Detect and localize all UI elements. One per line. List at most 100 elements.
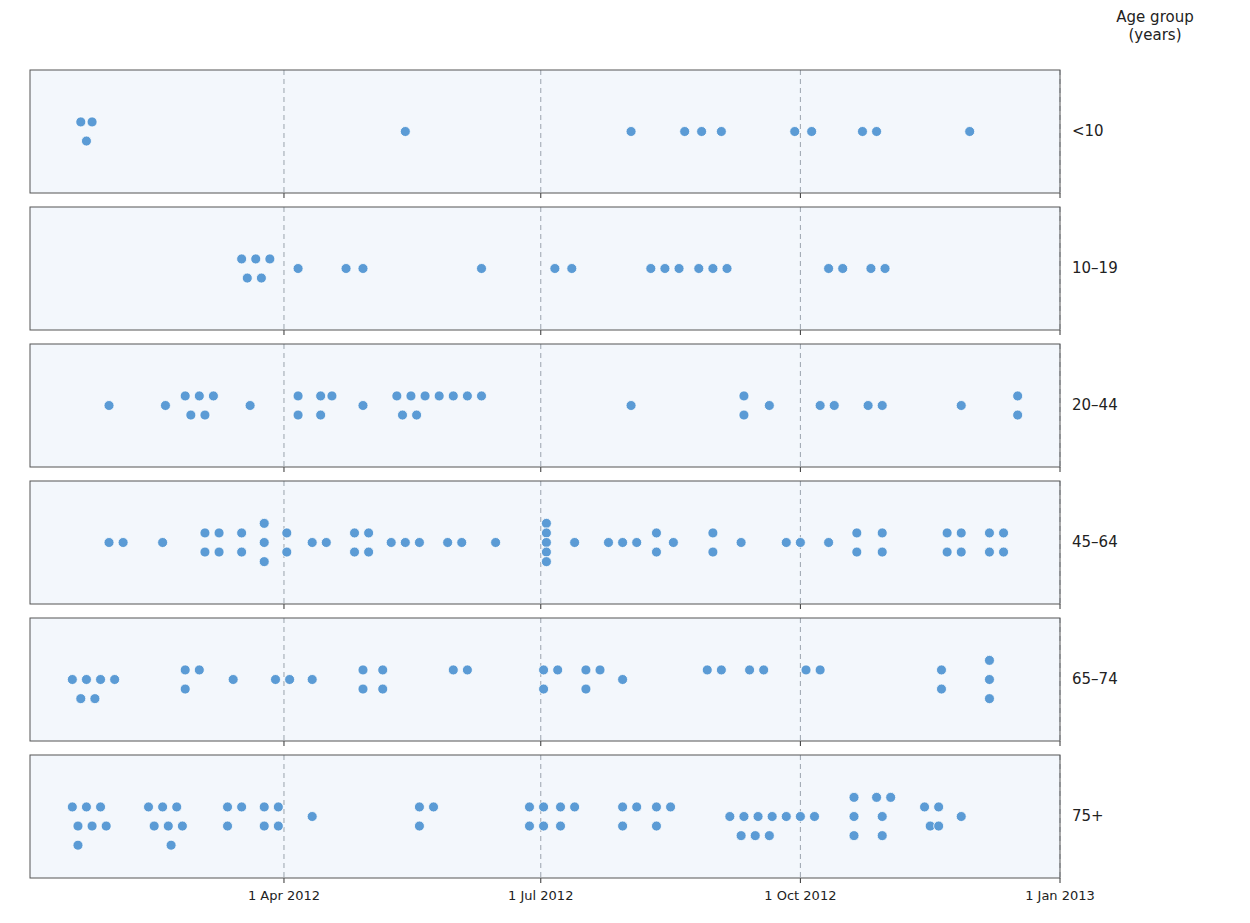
panel-background [30,755,1060,878]
dot [259,538,269,548]
dot [632,802,642,812]
dot [316,391,326,401]
dot [87,117,97,127]
dot [736,831,746,841]
dot [956,401,966,411]
panel-background [30,70,1060,193]
dot [539,802,549,812]
dot [160,401,170,411]
dot [618,821,628,831]
dot [956,812,966,822]
row-label: <10 [1072,122,1104,140]
dot [984,528,994,538]
tick-mark [800,741,801,746]
dot [541,528,551,538]
dot [237,254,247,264]
dot [149,821,159,831]
dot [1013,391,1023,401]
dot [824,538,834,548]
dot [541,557,551,567]
dot [524,802,534,812]
dot [87,821,97,831]
tick-mark [1060,193,1061,198]
dot [73,821,83,831]
dot [163,821,173,831]
dot [386,538,396,548]
dot [632,538,642,548]
dot [999,528,1009,538]
tick-mark [1060,878,1061,883]
dot [541,547,551,557]
dot [1013,410,1023,420]
tick-mark [800,604,801,609]
dot [282,547,292,557]
dot [781,812,791,822]
dot [694,264,704,274]
dot [716,127,726,137]
dot [956,528,966,538]
dot [553,665,563,675]
dot [237,802,247,812]
dot [429,802,439,812]
dot [265,254,275,264]
dot [739,812,749,822]
dot [251,254,261,264]
grid-line [800,207,801,330]
dot [739,391,749,401]
legend-title: Age group(years) [1116,8,1193,44]
grid-line [283,344,284,467]
dot [327,391,337,401]
dot [651,821,661,831]
grid-line [540,755,541,878]
panel-frame [30,481,1060,604]
dot [200,410,210,420]
dots [67,655,994,703]
dot [144,802,154,812]
panel-frame [30,344,1060,467]
dot [457,538,467,548]
tick-mark [1060,741,1061,746]
panel: 45–64 [30,481,1118,609]
dot [90,694,100,704]
dot [651,528,661,538]
dot [626,127,636,137]
dot [849,792,859,802]
panel: 10–19 [30,207,1118,335]
dot [448,391,458,401]
dot [745,665,755,675]
dot [364,528,374,538]
dot [872,792,882,802]
tick-mark [800,193,801,198]
dots [237,254,890,283]
dot [716,665,726,675]
dot [697,127,707,137]
dot [753,812,763,822]
dot [67,802,77,812]
dot [880,264,890,274]
dot [807,127,817,137]
panel-background [30,481,1060,604]
dot [795,812,805,822]
dot [316,410,326,420]
dot [866,264,876,274]
dot [273,802,283,812]
dot [443,538,453,548]
dot [759,665,769,675]
dot [984,675,994,685]
dot [722,264,732,274]
dot [708,528,718,538]
dot [936,684,946,694]
dot [420,391,430,401]
tick-mark [540,878,541,883]
dot [177,821,187,831]
panel-frame [30,755,1060,878]
panel-background [30,618,1060,741]
dot [293,391,303,401]
grid-line [283,70,284,193]
dot [764,401,774,411]
dot [392,391,402,401]
dot [214,528,224,538]
dots [76,117,975,146]
dot [223,821,233,831]
grid-line [283,207,284,330]
